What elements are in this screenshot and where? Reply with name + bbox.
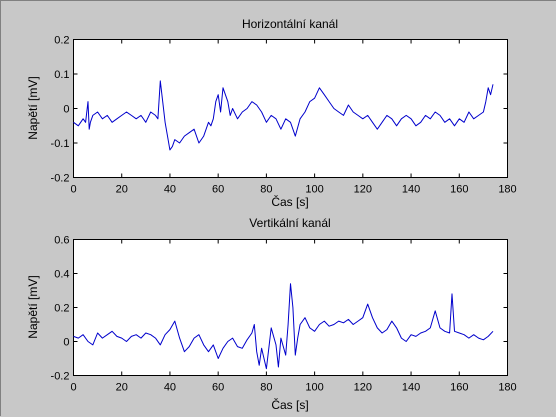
series-line <box>73 283 494 370</box>
chart-vertical-channel: Vertikální kanál Čas [s] Napětí [mV] 0 20… <box>26 216 517 412</box>
y-tick-label: 0.1 <box>54 69 69 81</box>
y-tick-label: 0.6 <box>54 235 69 247</box>
x-tick-label: 40 <box>164 382 176 394</box>
y-tick-label: 0 <box>63 337 69 349</box>
chart-title: Vertikální kanál <box>249 216 330 230</box>
x-tick-label: 80 <box>260 382 272 394</box>
y-axis-label: Napětí [mV] <box>26 275 40 338</box>
x-tick-label: 100 <box>305 184 323 196</box>
y-tick-label: 0.4 <box>54 269 69 281</box>
plot-area <box>73 239 508 376</box>
chart-horizontal-channel: Horizontální kanál Čas [s] Napětí [mV] 0… <box>26 17 517 209</box>
x-tick-label: 0 <box>70 382 76 394</box>
x-tick-label: 160 <box>450 184 468 196</box>
x-tick-label: 140 <box>402 382 420 394</box>
x-tick-label: 140 <box>402 184 420 196</box>
x-axis-label: Čas [s] <box>271 194 308 209</box>
x-tick-label: 40 <box>164 184 176 196</box>
x-tick-label: 80 <box>260 184 272 196</box>
x-tick-label: 0 <box>70 184 76 196</box>
x-tick-label: 60 <box>212 184 224 196</box>
x-tick-label: 20 <box>116 184 128 196</box>
x-tick-label: 120 <box>354 382 372 394</box>
x-tick-label: 160 <box>450 382 468 394</box>
y-tick-label: -0.2 <box>51 371 70 383</box>
x-axis-label: Čas [s] <box>271 397 308 412</box>
y-tick-label: 0.2 <box>54 303 69 315</box>
y-tick-label: 0 <box>63 104 69 116</box>
series-line <box>73 80 494 151</box>
x-tick-label: 120 <box>354 184 372 196</box>
y-axis-label: Napětí [mV] <box>26 76 40 139</box>
x-tick-label: 100 <box>305 382 323 394</box>
y-tick-label: -0.2 <box>51 173 70 185</box>
x-tick-label: 180 <box>498 184 516 196</box>
plot-area <box>73 39 508 178</box>
chart-title: Horizontální kanál <box>242 17 338 31</box>
x-tick-label: 180 <box>498 382 516 394</box>
y-tick-label: -0.1 <box>51 138 70 150</box>
y-tick-label: 0.2 <box>54 35 69 47</box>
x-tick-label: 60 <box>212 382 224 394</box>
x-tick-label: 20 <box>116 382 128 394</box>
